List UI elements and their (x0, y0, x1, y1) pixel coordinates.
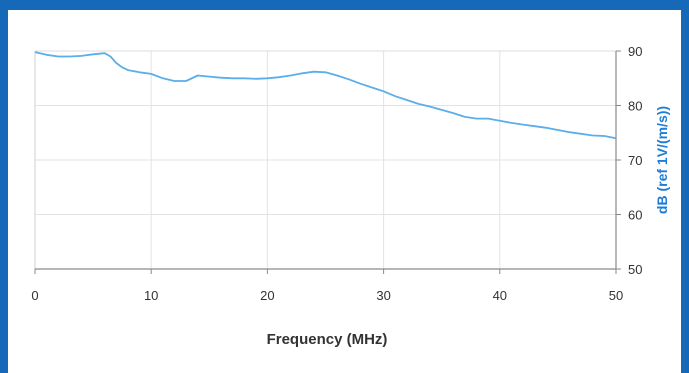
y-axis-title: dB (ref 1V/(m/s)) (654, 106, 670, 214)
x-tick-labels: 0 10 20 30 40 50 (31, 288, 623, 303)
x-tick-label: 10 (144, 288, 158, 303)
chart-panel (8, 10, 681, 373)
x-tick-label: 0 (31, 288, 38, 303)
y-tick-label: 70 (628, 153, 642, 168)
x-tick-label: 40 (493, 288, 507, 303)
grid-lines (35, 51, 616, 269)
y-tick-labels: 90 80 70 60 50 (628, 44, 642, 277)
y-tick-label: 60 (628, 208, 642, 223)
series-line (34, 51, 617, 140)
x-tick-label: 20 (260, 288, 274, 303)
x-tick-label: 30 (376, 288, 390, 303)
x-tick-label: 50 (609, 288, 623, 303)
axes (34, 50, 621, 274)
x-axis-title: Frequency (MHz) (267, 331, 388, 348)
y-tick-label: 80 (628, 99, 642, 114)
y-tick-label: 50 (628, 262, 642, 277)
y-tick-label: 90 (628, 44, 642, 59)
